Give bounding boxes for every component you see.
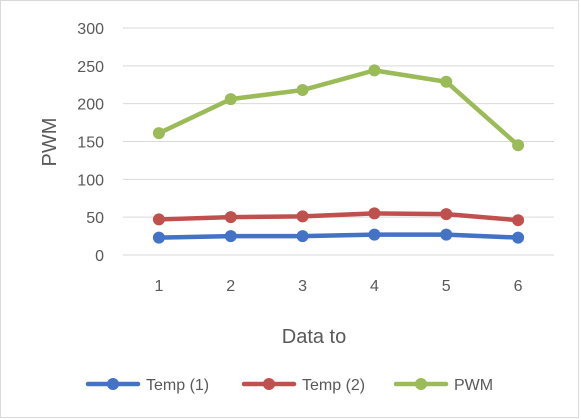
x-axis-title: Data to <box>282 326 346 348</box>
y-tick-label: 300 <box>77 21 104 38</box>
y-tick-label: 250 <box>77 59 104 76</box>
legend-item: Temp (1) <box>85 377 209 394</box>
data-point <box>368 64 381 77</box>
data-point <box>512 139 525 152</box>
legend-item: PWM <box>393 377 493 394</box>
data-point <box>296 84 309 97</box>
data-point <box>440 208 453 221</box>
data-point <box>152 231 165 244</box>
data-point <box>368 207 381 220</box>
x-tick-label: 6 <box>514 278 523 295</box>
x-tick-label: 5 <box>442 278 451 295</box>
series-1 <box>152 207 525 227</box>
x-tick-label: 4 <box>370 278 379 295</box>
data-point <box>152 213 165 226</box>
y-tick-label: 100 <box>77 172 104 189</box>
x-tick-label: 3 <box>298 278 307 295</box>
data-point <box>368 228 381 241</box>
legend: Temp (1) Temp (2) PWM <box>85 377 493 394</box>
legend-label: Temp (1) <box>146 377 209 394</box>
legend-label: PWM <box>454 377 493 394</box>
series-0 <box>152 228 525 244</box>
data-point <box>440 75 453 88</box>
legend-swatch-marker <box>415 378 427 390</box>
legend-swatch-marker <box>107 378 119 390</box>
y-tick-label: 0 <box>95 248 104 265</box>
data-point <box>224 230 237 243</box>
y-tick-label: 200 <box>77 97 104 114</box>
x-tick-label: 1 <box>154 278 163 295</box>
data-point <box>440 228 453 241</box>
legend-label: Temp (2) <box>302 377 365 394</box>
data-point <box>296 210 309 223</box>
gridlines <box>123 27 554 256</box>
y-axis-title: PWM <box>39 118 61 167</box>
y-tick-label: 50 <box>86 210 104 227</box>
y-tick-label: 150 <box>77 135 104 152</box>
legend-swatch-marker <box>263 378 275 390</box>
series-lines <box>152 64 525 244</box>
series-line <box>156 68 521 148</box>
x-tick-labels: 1 2 3 4 5 6 <box>154 278 522 295</box>
data-point <box>512 231 525 244</box>
data-point <box>224 211 237 224</box>
data-point <box>296 230 309 243</box>
data-point <box>512 214 525 227</box>
y-tick-labels: 0 50 100 150 200 250 300 <box>77 21 104 265</box>
legend-item: Temp (2) <box>241 377 365 394</box>
data-point <box>152 127 165 140</box>
x-tick-label: 2 <box>226 278 235 295</box>
series-2 <box>152 64 525 152</box>
data-point <box>224 93 237 106</box>
series-line <box>156 211 521 223</box>
series-line <box>156 232 521 240</box>
